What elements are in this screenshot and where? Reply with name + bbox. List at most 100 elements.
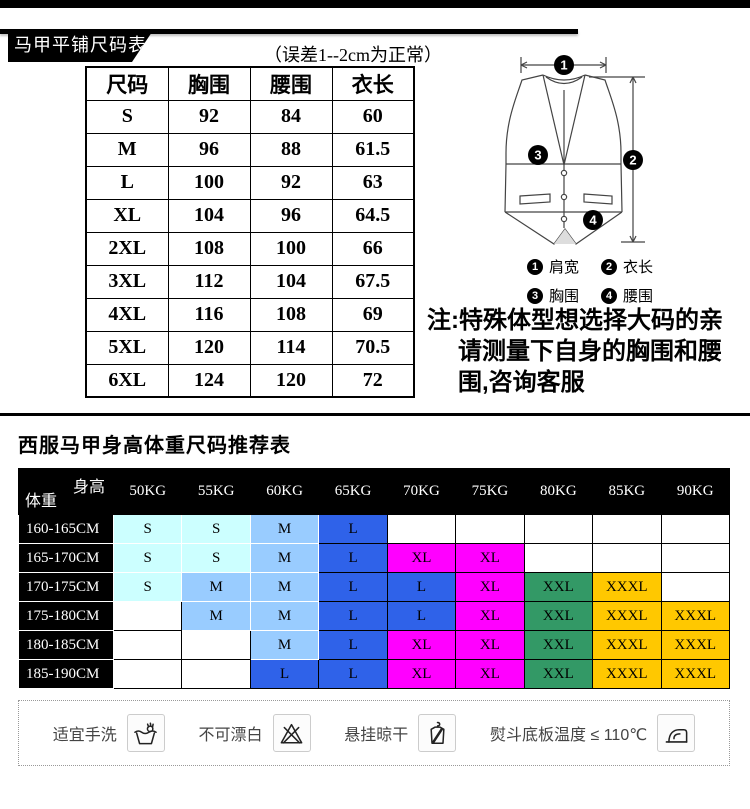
matrix-empty-cell [386, 514, 457, 544]
size-column-header: 胸围 [167, 66, 251, 101]
matrix-size-cell: M [249, 601, 320, 631]
matrix-size-cell: XXXL [660, 659, 730, 689]
matrix-size-cell: L [249, 659, 320, 689]
legend-item: 3 胸围 [527, 285, 579, 306]
weight-column-header: 55KG [181, 468, 251, 515]
matrix-size-cell: XL [455, 601, 525, 631]
size-table-cell: XL [85, 198, 169, 233]
note-line: 围,咨询客服 [458, 369, 585, 396]
size-table-cell: 88 [249, 132, 333, 167]
matrix-row: 185-190CM L L XL XL XXL XXXL XXXL [18, 659, 730, 689]
matrix-empty-cell [523, 514, 594, 544]
matrix-empty-cell [455, 514, 525, 544]
size-table-cell: 100 [249, 231, 333, 266]
size-table-cell: 61.5 [331, 132, 415, 167]
size-table-cell: 67.5 [331, 264, 415, 299]
matrix-size-cell: XXXL [592, 659, 662, 689]
matrix-size-cell: XXXL [660, 630, 730, 660]
matrix-size-cell: S [181, 543, 251, 573]
height-row-label: 175-180CM [18, 601, 114, 631]
height-row-label: 165-170CM [18, 543, 114, 573]
height-row-label: 160-165CM [18, 514, 114, 544]
size-table-cell: 4XL [85, 297, 169, 332]
legend-label: 肩宽 [549, 260, 580, 276]
size-table-row: M 96 88 61.5 [85, 132, 415, 167]
matrix-size-cell: L [318, 601, 388, 631]
weight-column-header: 85KG [592, 468, 662, 515]
size-table-cell: 84 [249, 99, 333, 134]
height-row-label: 180-185CM [18, 630, 114, 660]
matrix-size-cell: L [386, 601, 457, 631]
matrix-size-cell: L [318, 630, 388, 660]
matrix-size-cell: XL [455, 630, 525, 660]
iron-icon-box [657, 714, 696, 752]
legend-row: 3 胸围 4 腰围 [527, 285, 653, 306]
care-item: 熨斗底板温度 ≤ 110℃ [490, 714, 696, 752]
matrix-size-cell: M [249, 543, 320, 573]
matrix-size-cell: XL [386, 630, 457, 660]
matrix-size-cell: XXL [523, 572, 594, 602]
matrix-empty-cell [523, 543, 594, 573]
size-column-header: 衣长 [331, 66, 415, 101]
matrix-empty-cell [660, 514, 730, 544]
matrix-size-cell: XXXL [660, 601, 730, 631]
matrix-size-cell: XXXL [592, 572, 662, 602]
weight-column-header: 70KG [386, 468, 457, 515]
flat-size-badge: 马甲平铺尺码表 [8, 29, 154, 62]
legend-label: 衣长 [623, 260, 654, 276]
size-table-row: 2XL 108 100 66 [85, 231, 415, 266]
care-label: 不可漂白 [198, 727, 263, 744]
weight-column-header: 65KG [318, 468, 388, 515]
matrix-empty-cell [592, 543, 662, 573]
height-row-label: 170-175CM [18, 572, 114, 602]
no-bleach-icon-box [272, 714, 311, 752]
matrix-empty-cell [592, 514, 662, 544]
size-table-cell: 5XL [85, 330, 169, 365]
matrix-empty-cell [660, 543, 730, 573]
matrix-size-cell: XXL [523, 601, 594, 631]
weight-column-header: 60KG [249, 468, 320, 515]
iron-icon [663, 720, 690, 747]
matrix-size-cell: M [249, 572, 320, 602]
matrix-size-cell: M [181, 601, 251, 631]
recommend-table-title: 西服马甲身高体重尺码推荐表 [18, 435, 291, 457]
matrix-row: 180-185CM M L XL XL XXL XXXL XXXL [18, 630, 730, 660]
flat-size-table: 尺码 胸围 腰围 衣长 S 92 84 60 M 96 88 61.5 L 100 92 63 XL 104 96… [85, 66, 415, 398]
matrix-size-cell: XL [386, 543, 457, 573]
size-table-cell: 92 [167, 99, 251, 134]
size-table-cell: 96 [167, 132, 251, 167]
size-table-cell: 104 [167, 198, 251, 233]
diagram-number-markers: 1 2 3 4 [528, 55, 643, 230]
matrix-size-cell: L [318, 514, 388, 544]
matrix-row: 175-180CM M M L L XL XXL XXXL XXXL [18, 601, 730, 631]
size-table-row: 4XL 116 108 69 [85, 297, 415, 332]
legend-label: 腰围 [623, 289, 654, 305]
size-table-cell: 70.5 [331, 330, 415, 365]
size-table-cell: 116 [167, 297, 251, 332]
hang-dry-icon-box [418, 714, 457, 752]
circled-number-icon: 4 [601, 287, 618, 304]
vest-diagram-svg: 1 2 3 4 [504, 55, 645, 245]
size-table-cell: 114 [249, 330, 333, 365]
matrix-size-cell: M [181, 572, 251, 602]
circled-number-icon: 2 [601, 258, 618, 275]
matrix-size-cell: M [249, 630, 320, 660]
svg-text:4: 4 [589, 213, 597, 228]
size-table-cell: 108 [249, 297, 333, 332]
corner-height-label: 身高 [72, 479, 105, 496]
size-table-row: XL 104 96 64.5 [85, 198, 415, 233]
matrix-size-cell: XL [455, 659, 525, 689]
section-divider [0, 413, 750, 416]
matrix-size-cell: XXL [523, 630, 594, 660]
matrix-empty-cell [112, 659, 183, 689]
matrix-size-cell: S [112, 543, 183, 573]
circled-number-icon: 3 [527, 287, 543, 304]
care-label: 悬挂晾干 [344, 727, 409, 744]
height-row-label: 185-190CM [18, 659, 114, 689]
hand-wash-icon-box [126, 714, 165, 752]
size-column-header: 腰围 [249, 66, 333, 101]
matrix-size-cell: XXL [523, 659, 594, 689]
legend-label: 胸围 [549, 289, 580, 305]
matrix-size-cell: S [112, 514, 183, 544]
matrix-row: 165-170CM S S M L XL XL [18, 543, 730, 573]
